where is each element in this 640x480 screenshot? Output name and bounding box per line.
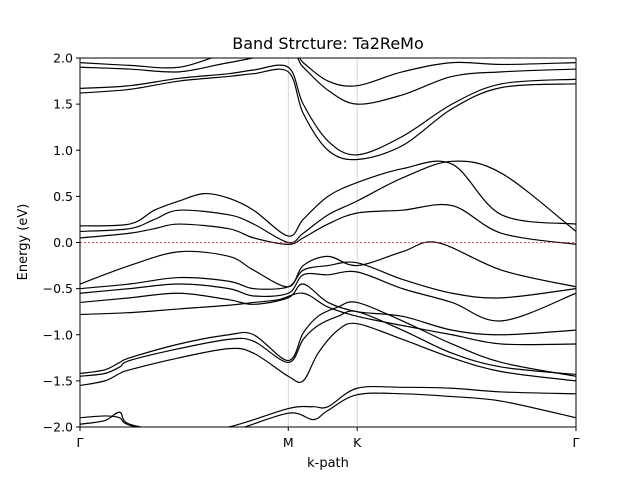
x-tick-label: Γ	[77, 435, 84, 450]
y-tick-label: −1.0	[43, 327, 73, 342]
y-tick-label: 1.5	[53, 97, 73, 112]
y-tick-label: −2.0	[43, 420, 73, 435]
x-tick-label: Γ	[573, 435, 580, 450]
band-line-8	[80, 270, 576, 322]
y-tick-label: 0.0	[53, 235, 73, 250]
band-line-3	[80, 301, 576, 377]
band-lines	[80, 58, 576, 427]
chart-title: Band Strcture: Ta2ReMo	[232, 34, 424, 53]
band-line-15	[80, 64, 576, 156]
y-axis-ticks: −2.0 −1.5 −1.0 −0.5 0.0 0.5 1.0 1.5 2.0	[43, 51, 80, 435]
y-tick-label: −0.5	[43, 281, 73, 296]
y-tick-label: 2.0	[53, 51, 73, 66]
y-tick-label: −1.5	[43, 373, 73, 388]
band-line-16	[80, 58, 576, 105]
x-axis-label: k-path	[307, 456, 349, 471]
band-line-5	[80, 322, 576, 387]
y-tick-label: 1.0	[53, 143, 73, 158]
band-line-4	[80, 310, 576, 377]
band-line-10	[80, 241, 576, 288]
band-line-13	[80, 160, 576, 237]
y-tick-label: 0.5	[53, 189, 73, 204]
band-line-12	[80, 203, 576, 245]
band-line-6	[80, 292, 576, 346]
band-line-17	[80, 58, 576, 87]
band-line-9	[80, 261, 576, 299]
x-tick-label: K	[353, 435, 362, 450]
band-line-14	[80, 68, 576, 161]
band-line-7	[80, 283, 576, 336]
x-tick-label: M	[283, 435, 294, 450]
band-line-11	[80, 160, 576, 244]
y-axis-label: Energy (eV)	[16, 204, 31, 281]
band-line-2	[80, 392, 576, 427]
band-line-1	[80, 385, 576, 427]
